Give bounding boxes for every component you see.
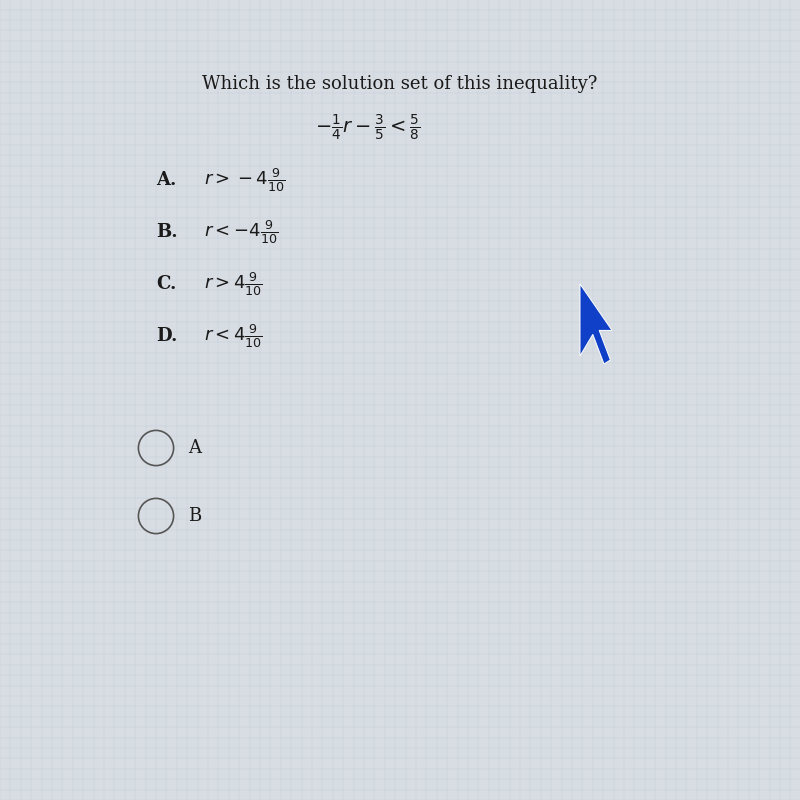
Text: $-\frac{1}{4}r - \frac{3}{5} < \frac{5}{8}$: $-\frac{1}{4}r - \frac{3}{5} < \frac{5}{… (315, 113, 421, 143)
Text: B: B (188, 507, 202, 525)
Text: B.: B. (156, 223, 178, 241)
Text: D.: D. (156, 327, 178, 345)
Text: A.: A. (156, 171, 176, 189)
Text: $r > 4\frac{9}{10}$: $r > 4\frac{9}{10}$ (204, 270, 263, 298)
Text: A: A (188, 439, 201, 457)
Text: $r > -4\frac{9}{10}$: $r > -4\frac{9}{10}$ (204, 166, 285, 194)
Text: $r < 4\frac{9}{10}$: $r < 4\frac{9}{10}$ (204, 322, 263, 350)
Polygon shape (580, 284, 612, 364)
Text: $r < -4\frac{9}{10}$: $r < -4\frac{9}{10}$ (204, 218, 278, 246)
Text: Which is the solution set of this inequality?: Which is the solution set of this inequa… (202, 75, 598, 93)
Text: C.: C. (156, 275, 176, 293)
